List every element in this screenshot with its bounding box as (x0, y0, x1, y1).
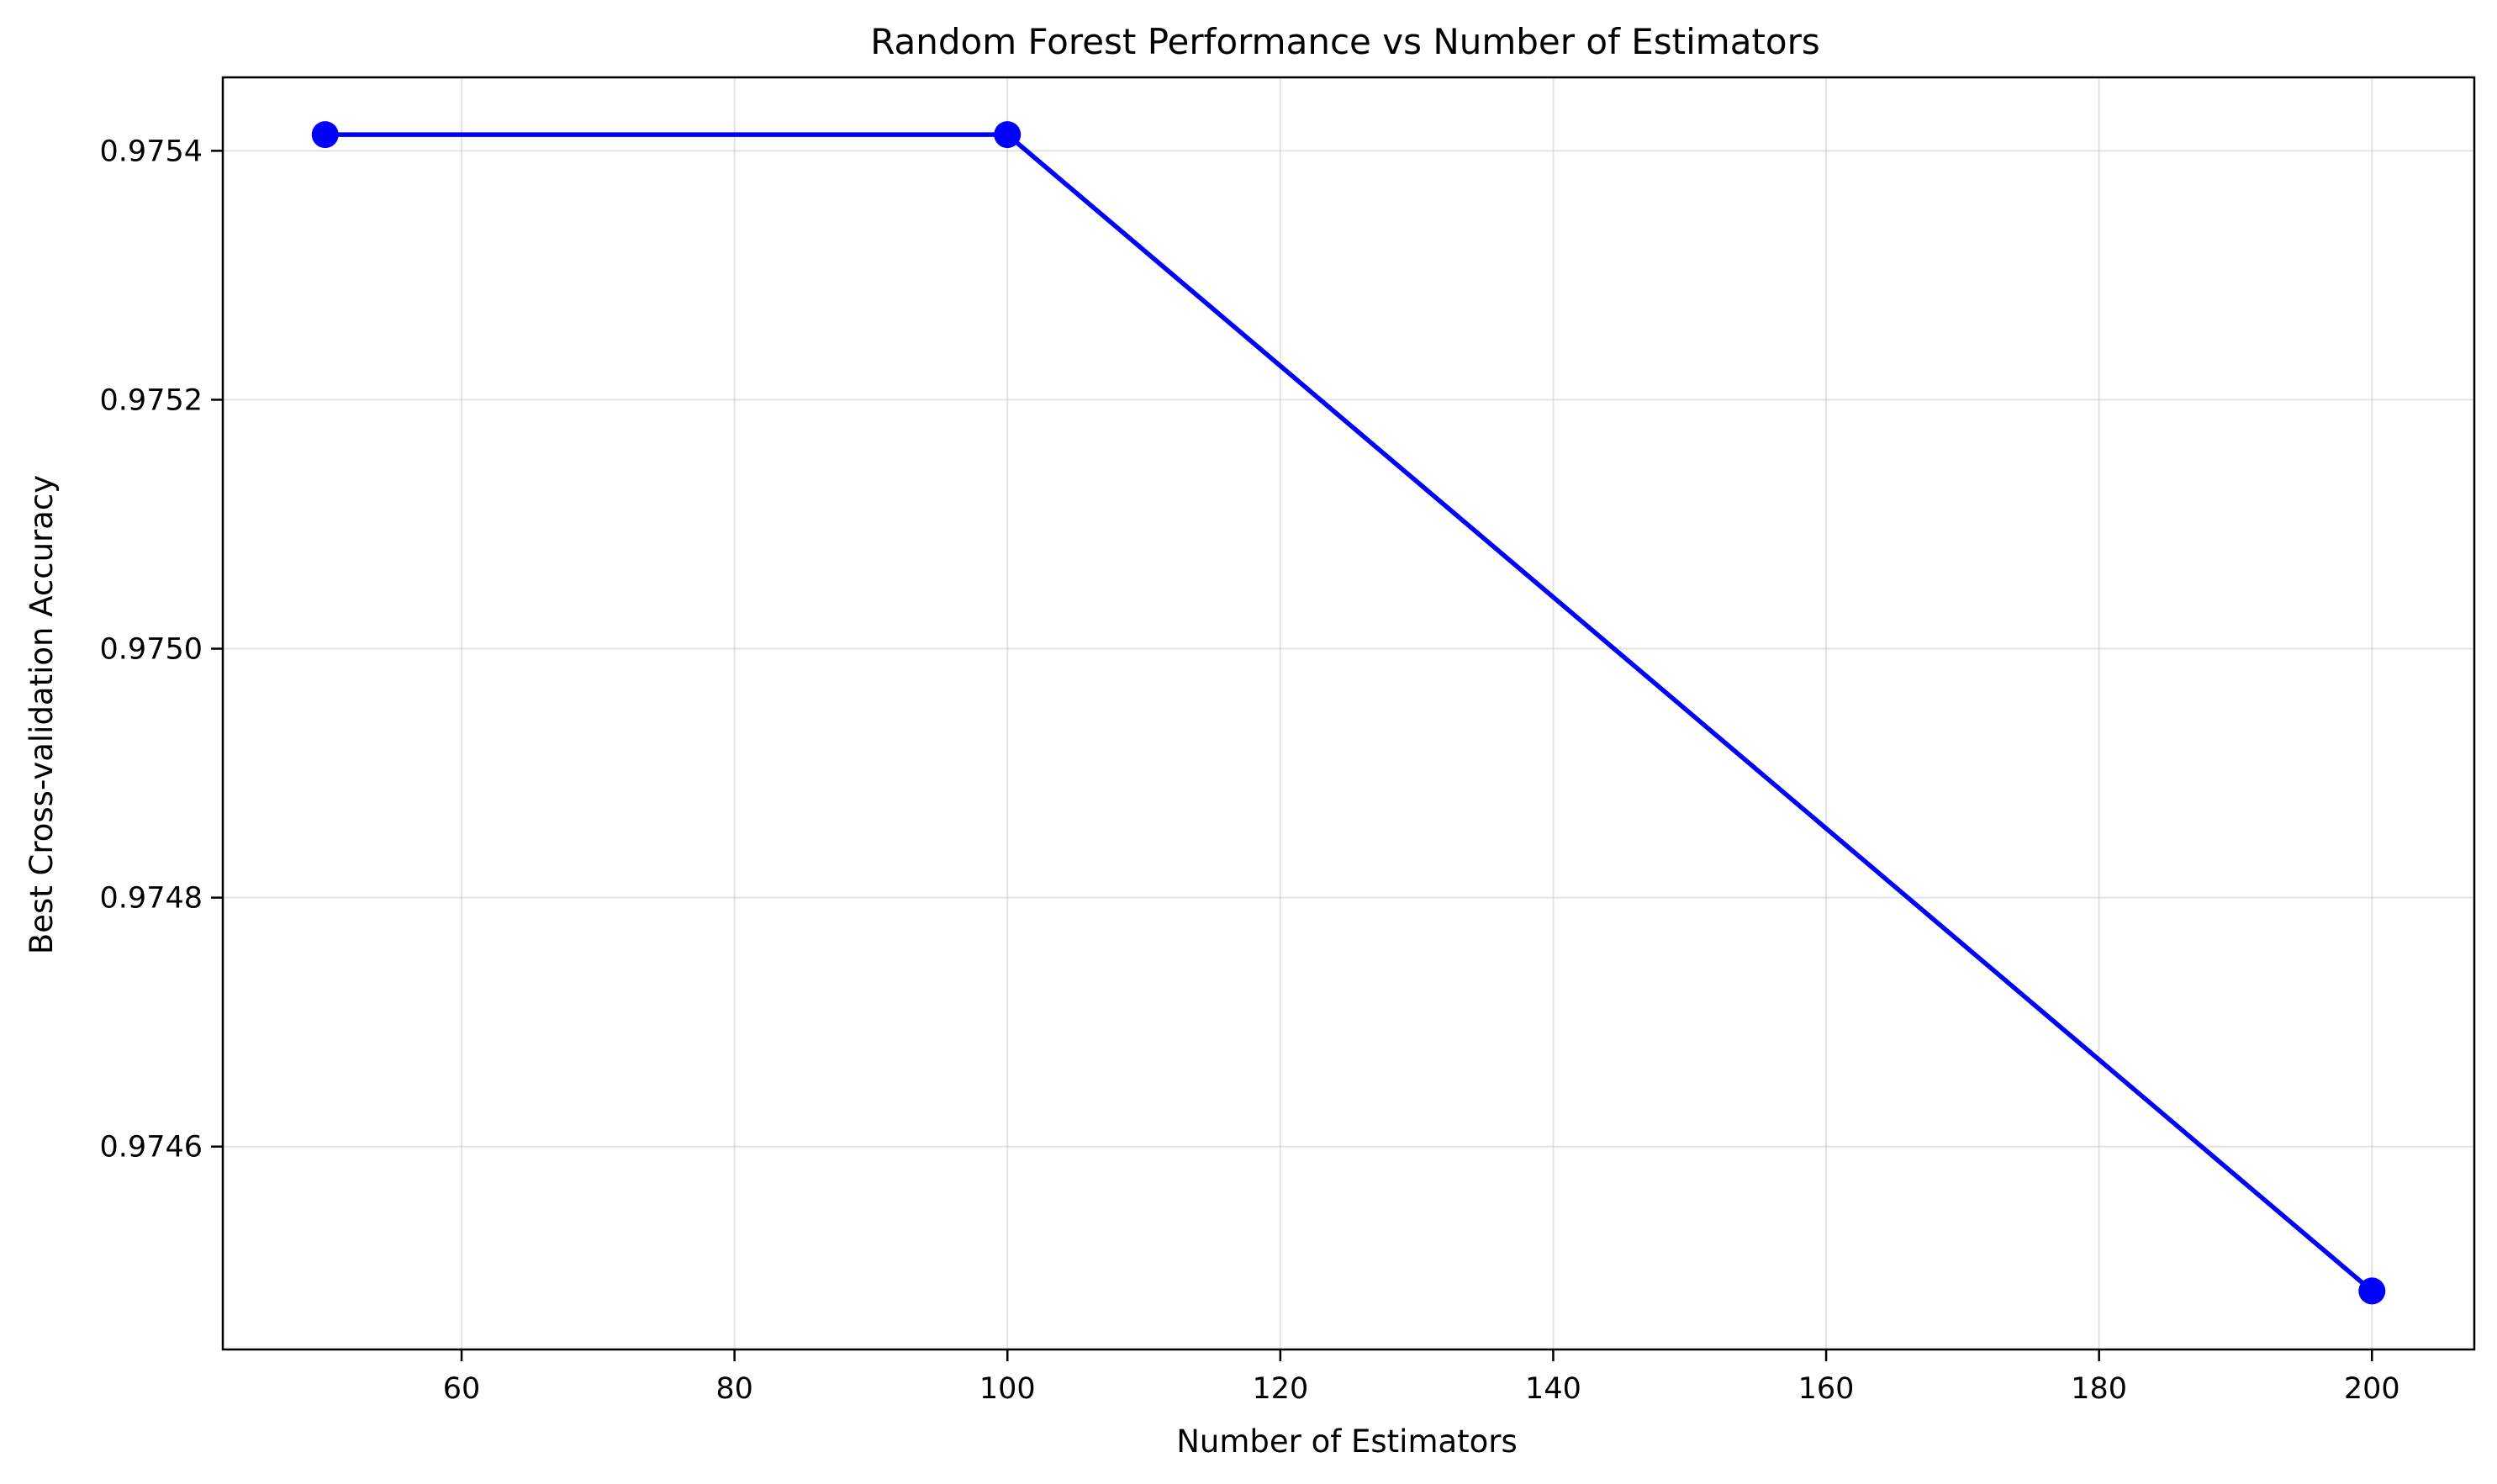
x-tick-label: 200 (2344, 1372, 2400, 1406)
x-tick-label: 140 (1525, 1372, 1581, 1406)
x-tick-label: 60 (443, 1372, 481, 1406)
chart-title: Random Forest Performance vs Number of E… (870, 21, 1820, 62)
x-tick-label: 100 (979, 1372, 1036, 1406)
x-tick-label: 180 (2071, 1372, 2127, 1406)
data-point (311, 121, 339, 149)
y-tick-label: 0.9746 (100, 1131, 203, 1164)
grid-layer (223, 77, 2474, 1349)
x-tick-label: 120 (1252, 1372, 1308, 1406)
series-layer (311, 121, 2386, 1305)
x-tick-label: 160 (1798, 1372, 1855, 1406)
x-axis-label: Number of Estimators (1176, 1423, 1518, 1460)
x-tick-label: 80 (715, 1372, 753, 1406)
data-point (994, 121, 1022, 149)
y-tick-label: 0.9754 (100, 135, 203, 168)
y-tick-label: 0.9748 (100, 882, 203, 916)
y-tick-label: 0.9750 (100, 633, 203, 667)
data-point (2358, 1277, 2386, 1305)
ticks-layer: 60 80 100 120 140 160 180 200 0.9746 0.9748 0.9750… (100, 135, 2400, 1406)
y-axis-label: Best Cross-validation Accuracy (24, 475, 60, 954)
plot-frame (221, 76, 2476, 1351)
y-tick-label: 0.9752 (100, 383, 203, 417)
